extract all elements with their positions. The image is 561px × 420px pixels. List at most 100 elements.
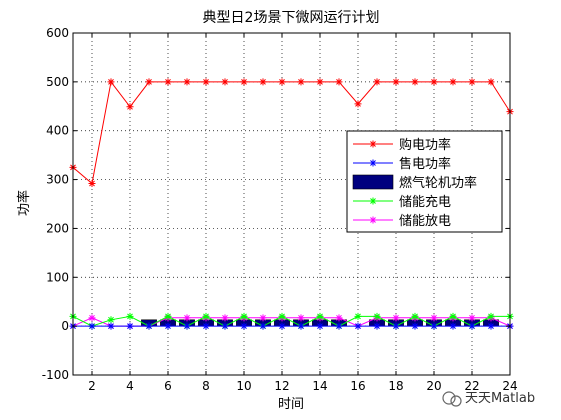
legend-label: 售电功率 bbox=[399, 156, 451, 172]
point bbox=[430, 314, 438, 322]
point bbox=[468, 314, 476, 322]
y-tick-label: -100 bbox=[42, 368, 69, 382]
point bbox=[126, 312, 134, 320]
point bbox=[369, 140, 377, 148]
plot-frame bbox=[72, 32, 511, 376]
legend-label: 储能充电 bbox=[399, 194, 451, 210]
point bbox=[259, 322, 267, 330]
point bbox=[468, 322, 476, 330]
point bbox=[335, 322, 343, 330]
point bbox=[259, 78, 267, 86]
point bbox=[369, 159, 377, 167]
point bbox=[278, 312, 286, 320]
legend-item: 储能放电 bbox=[353, 214, 451, 229]
point bbox=[487, 78, 495, 86]
legend-label: 购电功率 bbox=[399, 137, 451, 153]
point bbox=[107, 322, 115, 330]
point bbox=[145, 322, 153, 330]
point bbox=[183, 78, 191, 86]
point bbox=[164, 312, 172, 320]
x-tick-label: 22 bbox=[464, 379, 479, 393]
y-tick-label: 100 bbox=[46, 270, 69, 284]
point bbox=[297, 78, 305, 86]
point bbox=[411, 312, 419, 320]
y-tick-label: 300 bbox=[46, 173, 69, 187]
series-line bbox=[72, 315, 510, 327]
point bbox=[164, 78, 172, 86]
point bbox=[373, 322, 381, 330]
x-tick-label: 20 bbox=[426, 379, 441, 393]
point bbox=[430, 322, 438, 330]
point bbox=[164, 322, 172, 330]
point bbox=[392, 314, 400, 322]
point bbox=[354, 322, 362, 330]
point bbox=[221, 322, 229, 330]
chart-title: 典型日2场景下微网运行计划 bbox=[203, 10, 380, 26]
point bbox=[145, 78, 153, 86]
y-axis-label: 功率 bbox=[16, 190, 32, 216]
point bbox=[107, 316, 115, 324]
point bbox=[240, 322, 248, 330]
x-tick-label: 12 bbox=[274, 379, 289, 393]
x-ticks: 2 4 6 8 10 12 14 16 18 20 22 24 bbox=[88, 33, 518, 393]
point bbox=[392, 322, 400, 330]
point bbox=[297, 314, 305, 322]
point bbox=[278, 78, 286, 86]
point bbox=[88, 314, 96, 322]
point bbox=[221, 314, 229, 322]
point bbox=[449, 78, 457, 86]
legend-item: 储能充电 bbox=[353, 194, 451, 210]
x-tick-label: 4 bbox=[126, 379, 134, 393]
point bbox=[316, 78, 324, 86]
point bbox=[468, 78, 476, 86]
wechat-icon-bubble bbox=[450, 395, 462, 407]
x-tick-label: 18 bbox=[388, 379, 403, 393]
legend-item: 售电功率 bbox=[353, 156, 451, 172]
y-tick-label: 0 bbox=[61, 319, 69, 333]
point bbox=[316, 322, 324, 330]
point bbox=[487, 322, 495, 330]
legend-swatch bbox=[352, 174, 394, 190]
x-tick-label: 16 bbox=[350, 379, 365, 393]
wechat-icon bbox=[442, 391, 456, 405]
x-tick-label: 6 bbox=[164, 379, 172, 393]
point bbox=[240, 312, 248, 320]
point bbox=[411, 322, 419, 330]
point bbox=[392, 78, 400, 86]
point bbox=[369, 197, 377, 205]
y-tick-label: 600 bbox=[46, 26, 69, 40]
point bbox=[487, 312, 495, 320]
legend-item: 燃气轮机功率 bbox=[352, 174, 477, 191]
point bbox=[297, 322, 305, 330]
point bbox=[373, 312, 381, 320]
y-tick-label: 500 bbox=[46, 75, 69, 89]
point bbox=[183, 314, 191, 322]
point bbox=[221, 78, 229, 86]
x-tick-label: 8 bbox=[202, 379, 210, 393]
point bbox=[126, 322, 134, 330]
point bbox=[335, 78, 343, 86]
point bbox=[449, 312, 457, 320]
point bbox=[107, 78, 115, 86]
legend-label: 燃气轮机功率 bbox=[399, 175, 477, 191]
x-axis-label: 时间 bbox=[278, 397, 304, 412]
point bbox=[278, 322, 286, 330]
point bbox=[240, 78, 248, 86]
point bbox=[335, 314, 343, 322]
series-售电功率 bbox=[69, 322, 514, 330]
point bbox=[202, 78, 210, 86]
legend-item: 购电功率 bbox=[353, 137, 451, 153]
point bbox=[354, 100, 362, 108]
watermark: 天天Matlab bbox=[442, 391, 535, 407]
point bbox=[202, 312, 210, 320]
watermark-text: 天天Matlab bbox=[465, 391, 535, 406]
point bbox=[88, 322, 96, 330]
point bbox=[316, 312, 324, 320]
point bbox=[354, 312, 362, 320]
point bbox=[88, 179, 96, 187]
point bbox=[449, 322, 457, 330]
point bbox=[411, 78, 419, 86]
